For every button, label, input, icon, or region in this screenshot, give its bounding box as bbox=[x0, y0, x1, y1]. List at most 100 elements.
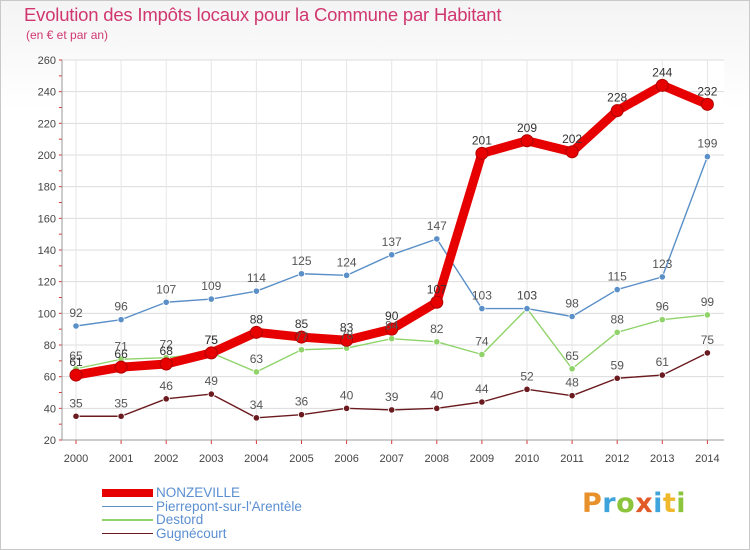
data-label-nonzeville: 90 bbox=[385, 309, 399, 323]
data-point-gugnecourt bbox=[162, 395, 170, 403]
data-point-gugnecourt bbox=[523, 385, 531, 393]
data-point-gugnecourt bbox=[207, 390, 215, 398]
data-point-nonzeville bbox=[655, 78, 669, 92]
y-tick-label: 140 bbox=[38, 245, 56, 257]
x-tick-label: 2001 bbox=[109, 453, 133, 465]
x-tick-label: 2006 bbox=[334, 453, 358, 465]
data-label-nonzeville: 232 bbox=[697, 84, 717, 98]
x-tick-label: 2004 bbox=[244, 453, 268, 465]
data-point-nonzeville bbox=[249, 325, 263, 339]
data-label-destord: 75 bbox=[205, 333, 219, 347]
data-label-destord: 78 bbox=[340, 328, 354, 342]
data-point-pierrepont-sur-l-arentele bbox=[72, 322, 80, 330]
data-label-nonzeville: 88 bbox=[250, 312, 264, 326]
data-label-nonzeville: 75 bbox=[205, 333, 219, 347]
data-label-pierrepont-sur-l-arentele: 125 bbox=[291, 254, 311, 268]
logo-letter: r bbox=[602, 488, 617, 519]
y-tick-label: 80 bbox=[44, 340, 56, 352]
data-label-pierrepont-sur-l-arentele: 107 bbox=[156, 282, 176, 296]
data-label-gugnecourt: 35 bbox=[114, 396, 128, 410]
data-label-destord: 88 bbox=[611, 312, 625, 326]
data-point-nonzeville bbox=[114, 360, 128, 374]
data-point-gugnecourt bbox=[252, 414, 260, 422]
proxiti-logo: Proxiti bbox=[582, 488, 686, 519]
y-tick-label: 180 bbox=[38, 182, 56, 194]
legend-swatch bbox=[102, 488, 153, 497]
y-tick-label: 100 bbox=[38, 308, 56, 320]
legend-swatch bbox=[102, 505, 153, 507]
data-point-pierrepont-sur-l-arentele bbox=[252, 287, 260, 295]
data-point-destord bbox=[658, 316, 666, 324]
data-point-gugnecourt bbox=[388, 406, 396, 414]
data-label-pierrepont-sur-l-arentele: 199 bbox=[697, 137, 717, 151]
logo-letter: t bbox=[662, 488, 677, 519]
data-point-pierrepont-sur-l-arentele bbox=[523, 304, 531, 313]
data-point-nonzeville bbox=[520, 134, 534, 148]
y-tick-label: 40 bbox=[44, 403, 56, 415]
data-label-pierrepont-sur-l-arentele: 123 bbox=[652, 257, 672, 271]
data-point-pierrepont-sur-l-arentele bbox=[658, 273, 666, 281]
data-point-nonzeville bbox=[385, 322, 399, 336]
legend-swatch bbox=[102, 532, 153, 534]
data-label-gugnecourt: 48 bbox=[565, 376, 579, 390]
data-point-nonzeville bbox=[610, 104, 624, 118]
data-point-nonzeville bbox=[204, 346, 218, 360]
data-point-destord bbox=[568, 365, 576, 373]
data-label-gugnecourt: 34 bbox=[250, 398, 264, 412]
data-label-pierrepont-sur-l-arentele: 96 bbox=[114, 300, 128, 314]
data-point-nonzeville bbox=[430, 295, 444, 309]
data-point-pierrepont-sur-l-arentele bbox=[433, 235, 441, 243]
grid bbox=[62, 59, 724, 441]
x-tick-label: 2003 bbox=[199, 453, 223, 465]
x-tick-label: 2002 bbox=[154, 453, 178, 465]
legend-item-destord: Destord bbox=[102, 513, 302, 527]
data-point-destord bbox=[478, 350, 486, 359]
data-label-gugnecourt: 39 bbox=[385, 390, 399, 404]
y-tick-label: 20 bbox=[44, 435, 56, 447]
data-label-gugnecourt: 49 bbox=[205, 374, 219, 388]
data-label-nonzeville: 68 bbox=[160, 344, 174, 358]
data-point-destord bbox=[388, 335, 396, 343]
data-label-gugnecourt: 44 bbox=[475, 382, 489, 396]
x-tick-label: 2007 bbox=[379, 453, 403, 465]
data-label-pierrepont-sur-l-arentele: 124 bbox=[337, 255, 357, 269]
data-point-pierrepont-sur-l-arentele bbox=[342, 271, 351, 279]
data-label-gugnecourt: 46 bbox=[160, 379, 174, 393]
data-point-nonzeville bbox=[340, 333, 354, 347]
data-label-gugnecourt: 61 bbox=[656, 355, 670, 369]
data-label-destord: 71 bbox=[114, 339, 128, 353]
data-label-pierrepont-sur-l-arentele: 115 bbox=[608, 270, 627, 284]
legend-item-pierrepont: Pierrepont-sur-l'Arentèle bbox=[102, 499, 302, 514]
data-label-nonzeville: 66 bbox=[114, 347, 128, 361]
data-label-destord: 72 bbox=[160, 338, 174, 352]
y-tick-label: 240 bbox=[38, 87, 56, 99]
legend-item-gugnecourt: Gugnécourt bbox=[102, 525, 302, 541]
data-point-gugnecourt bbox=[297, 411, 306, 419]
data-point-gugnecourt bbox=[72, 412, 80, 420]
data-label-destord: 103 bbox=[517, 289, 537, 303]
data-label-gugnecourt: 75 bbox=[701, 333, 715, 347]
chart-subtitle: (en € et par an) bbox=[26, 28, 109, 42]
data-point-pierrepont-sur-l-arentele bbox=[478, 304, 486, 313]
data-label-nonzeville: 244 bbox=[652, 65, 672, 79]
data-label-pierrepont-sur-l-arentele: 109 bbox=[201, 279, 221, 293]
data-point-gugnecourt bbox=[117, 412, 125, 420]
data-labels: 35 35 46 49 34 36 40 39 40 44 52 48 59 61 75 65 71 72 75 63… bbox=[69, 65, 717, 412]
data-label-gugnecourt: 40 bbox=[430, 388, 444, 402]
legend-label: Destord bbox=[156, 512, 204, 527]
data-label-nonzeville: 107 bbox=[427, 282, 447, 296]
logo-letter: o bbox=[616, 488, 636, 519]
data-point-pierrepont-sur-l-arentele bbox=[388, 251, 396, 259]
data-point-gugnecourt bbox=[433, 404, 441, 412]
series bbox=[69, 78, 714, 422]
x-tick-label: 2010 bbox=[515, 453, 539, 465]
data-label-nonzeville: 201 bbox=[472, 133, 492, 147]
data-label-pierrepont-sur-l-arentele: 114 bbox=[247, 271, 266, 285]
data-label-pierrepont-sur-l-arentele: 98 bbox=[565, 297, 579, 311]
data-label-destord: 65 bbox=[565, 349, 579, 363]
x-tick-label: 2005 bbox=[289, 453, 313, 465]
data-point-nonzeville bbox=[565, 145, 579, 159]
legend-label: Gugnécourt bbox=[156, 525, 227, 541]
data-point-nonzeville bbox=[159, 357, 173, 371]
